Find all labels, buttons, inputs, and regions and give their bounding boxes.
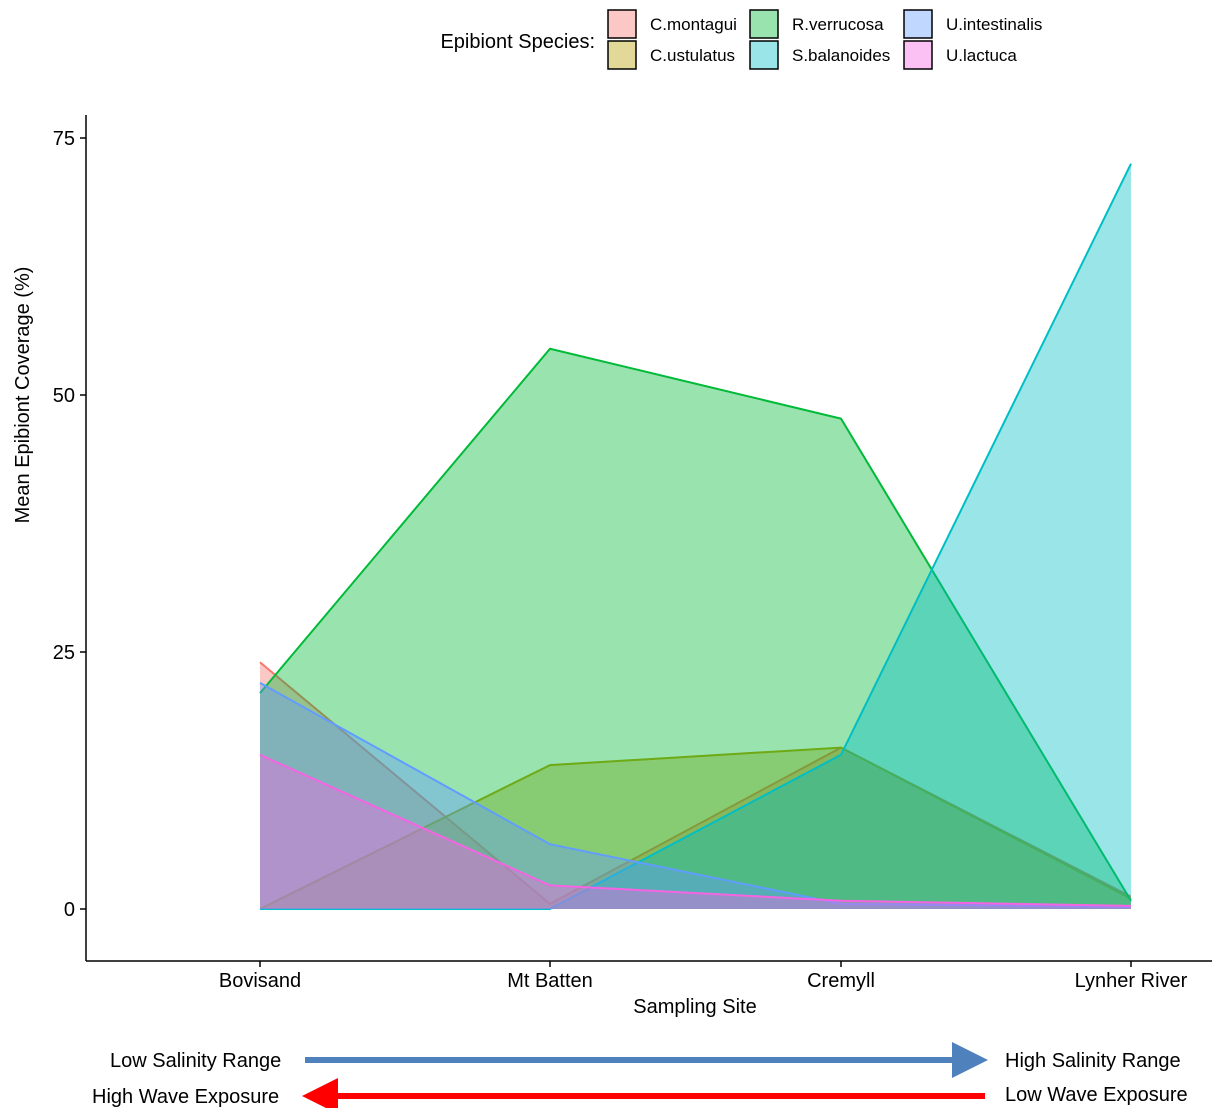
y-tick-label: 75	[53, 128, 75, 150]
axes-group	[85, 115, 1212, 962]
line-c-ustulatus	[259, 746, 1132, 910]
legend-label: C.montagui	[650, 15, 737, 34]
line-u-lactuca	[259, 753, 1132, 907]
legend-swatch	[607, 9, 637, 39]
high-salinity-label: High Salinity Range	[1005, 1050, 1181, 1072]
area-s-balanoides	[260, 163, 1131, 909]
y-tick-label: 50	[53, 385, 75, 407]
legend-label: R.verrucosa	[792, 15, 884, 34]
legend-swatch	[903, 9, 933, 39]
y-tick-label: 25	[53, 642, 75, 664]
x-ticks-group: Bovisand Mt Batten Cremyll Lynher River	[219, 961, 1188, 992]
legend-label: U.lactuca	[946, 46, 1017, 65]
legend-swatch	[749, 9, 779, 39]
legend-label: C.ustulatus	[650, 46, 735, 65]
legend-label: U.intestinalis	[946, 15, 1042, 34]
y-tick-label: 0	[64, 899, 75, 921]
y-axis-title: Mean Epibiont Coverage (%)	[12, 267, 34, 524]
x-tick-label: Bovisand	[219, 970, 301, 992]
legend-swatch	[749, 40, 779, 70]
x-axis-title: Sampling Site	[633, 996, 756, 1018]
area-u-lactuca	[260, 754, 1131, 909]
low-wave-exposure-label: Low Wave Exposure	[1005, 1084, 1188, 1106]
line-u-intestinalis	[259, 681, 1132, 908]
y-ticks-group: 0 25 50 75	[53, 128, 86, 921]
legend: C.montagui C.ustulatus R.verrucosa S.balano…	[607, 9, 1042, 70]
legend-title: Epibiont Species:	[440, 31, 595, 53]
area-series-group	[259, 163, 1132, 910]
area-c-montagui	[260, 662, 1131, 909]
area-r-verrucosa	[260, 348, 1131, 909]
line-s-balanoides	[260, 163, 1132, 910]
low-salinity-label: Low Salinity Range	[110, 1050, 282, 1072]
line-r-verrucosa	[259, 347, 1132, 902]
x-tick-label: Lynher River	[1075, 970, 1188, 992]
x-tick-label: Cremyll	[807, 970, 875, 992]
legend-label: S.balanoides	[792, 46, 890, 65]
high-wave-exposure-label: High Wave Exposure	[92, 1086, 280, 1108]
legend-swatch	[903, 40, 933, 70]
x-tick-label: Mt Batten	[507, 970, 593, 992]
legend-swatch	[607, 40, 637, 70]
area-c-ustulatus	[260, 747, 1131, 909]
